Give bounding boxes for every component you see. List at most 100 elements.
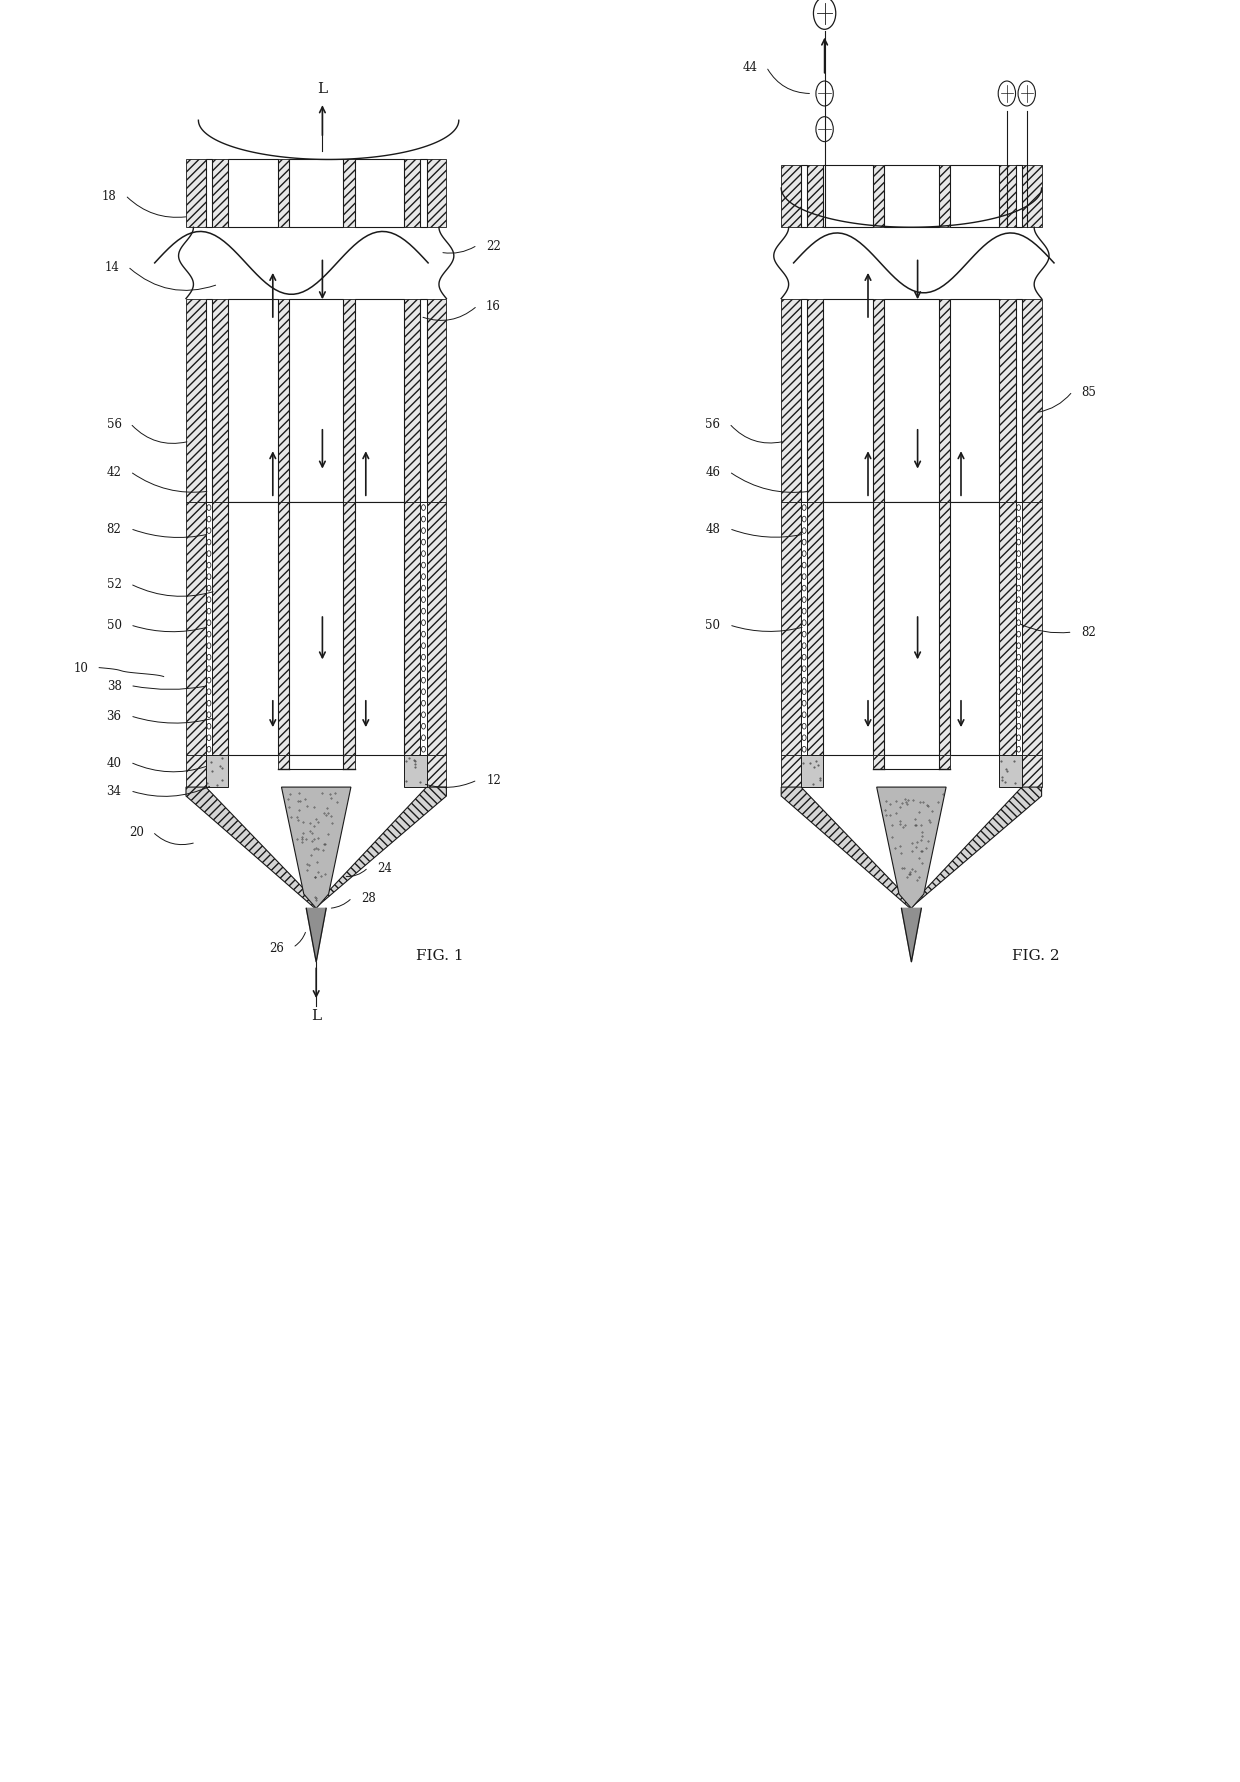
- Bar: [420, 160, 427, 228]
- Bar: [289, 503, 343, 756]
- Point: [207, 772, 227, 800]
- Text: 85: 85: [1081, 385, 1096, 399]
- Bar: [884, 299, 939, 503]
- Point: [800, 750, 820, 779]
- Text: 52: 52: [107, 577, 122, 592]
- Bar: [212, 299, 228, 503]
- Text: 20: 20: [129, 825, 144, 839]
- Point: [212, 745, 232, 773]
- Bar: [427, 299, 446, 503]
- Bar: [950, 299, 999, 503]
- Point: [202, 757, 222, 786]
- Text: 28: 28: [361, 891, 376, 905]
- Bar: [939, 166, 950, 228]
- Text: 44: 44: [743, 61, 758, 75]
- Bar: [427, 160, 446, 228]
- Text: 82: 82: [107, 522, 122, 536]
- Polygon shape: [306, 909, 326, 962]
- Bar: [289, 299, 343, 503]
- Bar: [289, 756, 343, 770]
- Bar: [781, 503, 801, 756]
- Bar: [186, 503, 206, 756]
- Bar: [807, 166, 823, 228]
- Point: [405, 747, 425, 775]
- Bar: [404, 503, 420, 756]
- Bar: [807, 503, 823, 756]
- Text: L: L: [317, 82, 327, 96]
- Point: [802, 770, 822, 798]
- Text: 40: 40: [107, 756, 122, 770]
- Point: [396, 766, 415, 795]
- Bar: [950, 503, 999, 756]
- Text: L: L: [311, 1009, 321, 1023]
- Bar: [823, 503, 873, 756]
- Point: [810, 766, 830, 795]
- Bar: [404, 299, 420, 503]
- Text: FIG. 2: FIG. 2: [1012, 948, 1059, 962]
- Point: [212, 754, 232, 782]
- Bar: [278, 756, 289, 770]
- Bar: [278, 299, 289, 503]
- Point: [399, 745, 419, 773]
- Point: [994, 768, 1014, 797]
- Point: [794, 748, 813, 777]
- Bar: [999, 503, 1016, 756]
- Point: [210, 752, 229, 781]
- Point: [810, 764, 830, 793]
- Bar: [873, 503, 884, 756]
- Polygon shape: [281, 788, 351, 909]
- Point: [396, 747, 415, 775]
- Text: 38: 38: [107, 679, 122, 693]
- Text: 36: 36: [107, 709, 122, 723]
- Bar: [1016, 503, 1022, 756]
- Bar: [420, 503, 427, 756]
- Text: 26: 26: [269, 941, 284, 955]
- Text: 14: 14: [104, 260, 119, 274]
- Point: [404, 747, 424, 775]
- Polygon shape: [877, 788, 946, 909]
- Bar: [355, 299, 404, 503]
- Bar: [420, 299, 427, 503]
- Bar: [404, 756, 427, 788]
- Bar: [950, 166, 999, 228]
- Bar: [206, 503, 212, 756]
- Bar: [186, 299, 206, 503]
- Bar: [186, 160, 206, 228]
- Polygon shape: [315, 788, 446, 909]
- Point: [991, 747, 1011, 775]
- Text: 12: 12: [486, 773, 501, 788]
- Text: 34: 34: [107, 784, 122, 798]
- Point: [197, 770, 217, 798]
- Text: FIG. 1: FIG. 1: [417, 948, 464, 962]
- Polygon shape: [901, 909, 921, 962]
- Bar: [427, 756, 446, 788]
- Bar: [355, 503, 404, 756]
- Bar: [1022, 166, 1042, 228]
- Bar: [873, 756, 884, 770]
- Point: [804, 752, 823, 781]
- Point: [410, 768, 430, 797]
- Point: [404, 750, 424, 779]
- Bar: [801, 299, 807, 503]
- Bar: [404, 756, 420, 773]
- Bar: [278, 503, 289, 756]
- Bar: [823, 166, 873, 228]
- Bar: [939, 756, 950, 770]
- Point: [201, 748, 221, 777]
- Bar: [999, 756, 1022, 788]
- Point: [1004, 747, 1024, 775]
- Bar: [343, 299, 355, 503]
- Bar: [186, 756, 206, 788]
- Bar: [228, 160, 278, 228]
- Bar: [939, 503, 950, 756]
- Point: [808, 752, 828, 781]
- Bar: [884, 756, 939, 770]
- Bar: [343, 503, 355, 756]
- Bar: [873, 166, 884, 228]
- Bar: [404, 160, 420, 228]
- Bar: [212, 503, 228, 756]
- Text: 24: 24: [377, 861, 392, 875]
- Bar: [807, 756, 823, 773]
- Bar: [206, 160, 212, 228]
- Bar: [212, 756, 228, 773]
